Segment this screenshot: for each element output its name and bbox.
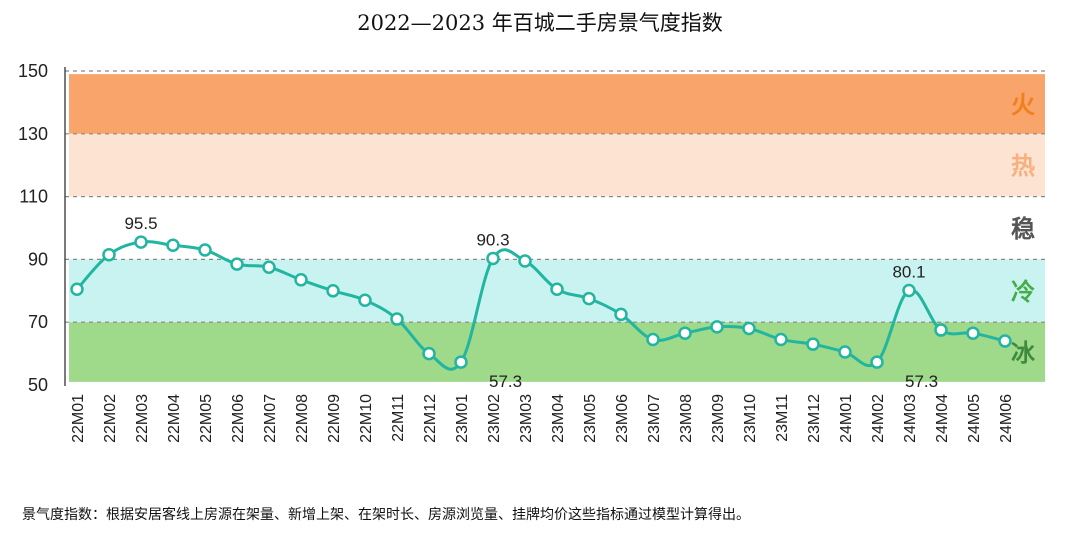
- x-tick-label: 22M07: [262, 394, 279, 443]
- data-point-23M02: [486, 251, 500, 266]
- data-point-24M01: [838, 345, 852, 359]
- data-point-24M05: [966, 326, 980, 340]
- x-tick-label: 23M10: [742, 394, 759, 443]
- x-tick-label: 23M06: [614, 394, 631, 443]
- y-tick-label: 70: [28, 312, 48, 332]
- y-tick-label: 90: [28, 249, 48, 269]
- x-tick-label: 22M04: [166, 394, 183, 443]
- data-label: 95.5: [124, 214, 157, 233]
- x-tick-label: 22M12: [422, 394, 439, 443]
- data-point-23M01: [454, 355, 468, 369]
- footnote: 景气度指数：根据安居客线上房源在架量、新增上架、在架时长、房源浏览量、挂牌均价这…: [22, 506, 750, 523]
- x-tick-label: 24M03: [902, 394, 919, 443]
- data-point-22M12: [422, 346, 436, 361]
- zone-label: 热: [1011, 152, 1035, 180]
- x-tick-label: 24M04: [934, 394, 951, 443]
- data-point-23M12: [806, 337, 820, 351]
- x-tick-label: 22M10: [358, 394, 375, 443]
- x-tick-label: 23M01: [454, 394, 471, 443]
- zone-band-4: [69, 322, 1045, 382]
- x-tick-label: 22M02: [102, 394, 119, 443]
- x-tick-label: 22M03: [134, 394, 151, 443]
- data-point-24M03: [902, 283, 916, 298]
- x-tick-label: 23M12: [806, 394, 823, 443]
- zone-bands: [69, 74, 1045, 382]
- data-point-23M09: [710, 320, 724, 334]
- x-tick-label: 23M08: [678, 394, 695, 443]
- data-label: 57.3: [489, 372, 522, 391]
- data-point-23M08: [678, 326, 692, 340]
- data-label: 80.1: [892, 262, 925, 281]
- x-tick-label: 24M06: [998, 394, 1015, 443]
- x-tick-label: 22M11: [390, 394, 407, 442]
- data-point-23M11: [774, 332, 788, 347]
- zone-label: 冷: [1011, 278, 1035, 306]
- zone-label: 稳: [1011, 215, 1035, 243]
- data-point-22M05: [198, 243, 212, 257]
- data-point-22M10: [358, 293, 372, 307]
- x-tick-label: 22M06: [230, 394, 247, 443]
- zone-label: 冰: [1011, 339, 1036, 367]
- data-point-23M03: [518, 254, 532, 268]
- x-tick-label: 24M02: [870, 394, 887, 443]
- data-point-22M09: [326, 284, 340, 298]
- data-point-23M10: [742, 321, 756, 336]
- y-axis: 150 130 110 90 70 50: [18, 61, 66, 395]
- x-tick-label: 23M11: [774, 394, 791, 442]
- data-point-22M06: [230, 257, 244, 271]
- y-tick-label: 110: [19, 187, 48, 207]
- x-tick-label: 23M07: [646, 394, 663, 443]
- data-point-23M05: [582, 291, 596, 306]
- data-point-22M03: [134, 235, 148, 249]
- x-tick-label: 23M09: [710, 394, 727, 443]
- data-point-22M02: [102, 247, 116, 262]
- data-point-23M06: [614, 307, 628, 322]
- x-tick-label: 24M05: [966, 394, 983, 443]
- data-point-23M04: [550, 282, 564, 296]
- data-point-22M04: [166, 238, 180, 253]
- x-tick-label: 23M02: [486, 394, 503, 443]
- x-tick-label: 24M01: [838, 394, 855, 443]
- chart-title: 2022—2023 年百城二手房景气度指数: [357, 11, 723, 35]
- data-point-22M07: [262, 260, 276, 274]
- data-point-22M11: [390, 312, 404, 326]
- x-tick-label: 22M08: [294, 394, 311, 443]
- zone-band-1: [69, 133, 1045, 197]
- data-label: 57.3: [905, 372, 938, 391]
- data-point-24M04: [934, 323, 948, 337]
- series-points: [70, 235, 1012, 369]
- data-label: 90.3: [476, 230, 509, 249]
- zone-band-0: [69, 74, 1045, 134]
- x-tick-label: 23M03: [518, 394, 535, 443]
- x-axis: 22M01 22M02 22M03 22M04 22M05 22M06 22M07 22M08…: [70, 394, 1015, 443]
- zone-label: 火: [1011, 91, 1035, 119]
- x-tick-label: 22M01: [70, 394, 87, 443]
- x-tick-label: 22M09: [326, 394, 343, 443]
- x-tick-label: 23M05: [582, 394, 599, 443]
- y-tick-label: 130: [18, 124, 48, 144]
- data-labels: 95.5 57.3 90.3 57.3 80.1: [124, 214, 938, 391]
- y-tick-label: 50: [28, 375, 48, 395]
- data-point-24M02: [870, 355, 884, 369]
- data-point-23M07: [646, 332, 660, 347]
- x-tick-label: 23M04: [550, 394, 567, 443]
- y-tick-label: 150: [18, 61, 48, 81]
- x-tick-label: 22M05: [198, 394, 215, 443]
- data-point-22M01: [70, 282, 84, 296]
- data-point-22M08: [294, 273, 308, 287]
- data-point-24M06: [998, 334, 1012, 348]
